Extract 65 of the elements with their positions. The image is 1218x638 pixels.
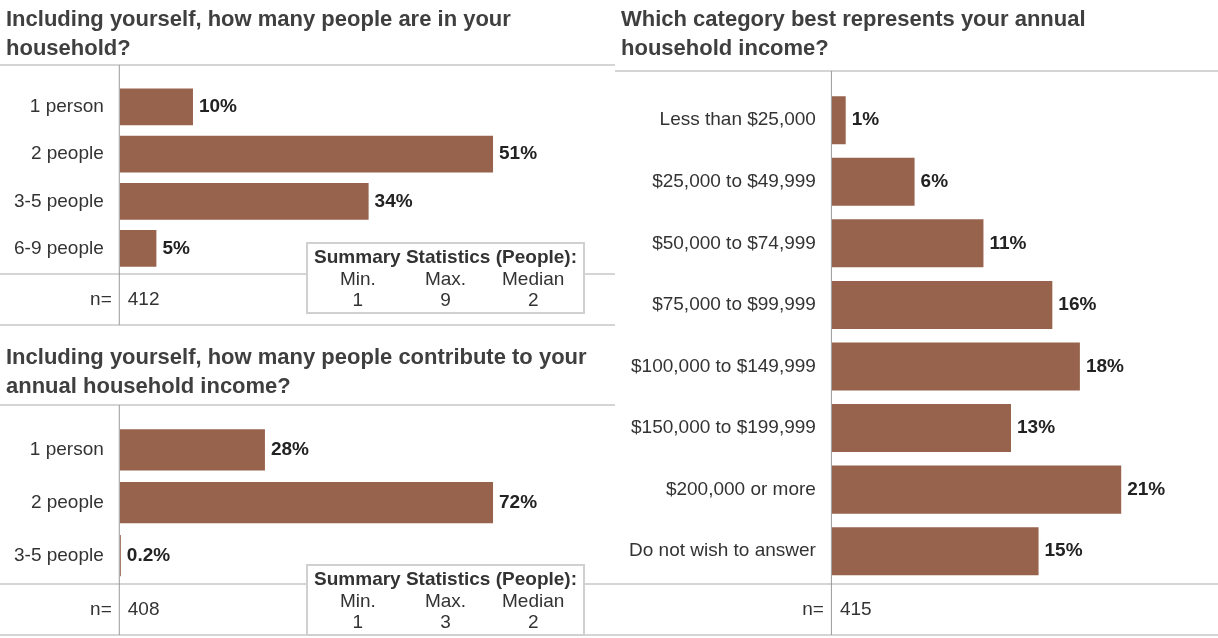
text: Median	[501, 268, 566, 289]
data-label: 0.2%	[126, 543, 171, 565]
chart-title: Including yourself, how many people contribute to your annual household income?	[6, 343, 588, 400]
y-tick-label: 6-9 people	[14, 236, 104, 258]
y-tick-label: $100,000 to $149,999	[631, 354, 816, 376]
y-tick-label: $75,000 to $99,999	[652, 293, 816, 315]
chart-title: Including yourself, how many people are in your household?	[6, 5, 512, 62]
data-label: 72%	[499, 490, 538, 512]
bar	[831, 465, 1122, 514]
data-label: 34%	[374, 189, 413, 211]
data-label: 13%	[1017, 416, 1056, 438]
y-tick-label: 1 person	[29, 438, 104, 460]
data-label: 16%	[1058, 293, 1097, 315]
chart-title: Which category best represents your annual household income?	[621, 5, 1087, 62]
data-label: 28%	[270, 438, 310, 460]
data-label: 18%	[1085, 354, 1125, 376]
bar	[831, 404, 1012, 453]
y-tick-label: 1 person	[29, 95, 104, 117]
bar	[831, 96, 846, 145]
annotation: 415	[839, 598, 872, 620]
bar	[831, 280, 1053, 329]
text: 1	[351, 611, 365, 632]
y-tick-label: $200,000 or more	[665, 477, 816, 499]
data-label: 11%	[989, 231, 1027, 253]
y-tick-label: Do not wish to answer	[629, 539, 817, 561]
data-label: 21%	[1127, 477, 1166, 499]
text: 2	[526, 289, 540, 310]
y-tick-label: 2 people	[30, 142, 104, 164]
data-label: 5%	[162, 236, 190, 258]
annotation: Summary Statistics (People):	[314, 568, 577, 590]
data-label: 51%	[499, 142, 538, 164]
annotation: Summary Statistics (People):	[314, 246, 577, 268]
text: n=	[90, 598, 112, 620]
annotation: Min.	[338, 268, 377, 289]
y-tick-label: 3-5 people	[14, 543, 104, 565]
bar	[831, 157, 915, 206]
text: 9	[439, 289, 452, 310]
y-tick-label: $150,000 to $199,999	[631, 416, 816, 438]
text: 1	[351, 289, 365, 310]
y-tick-label: Less than $25,000	[659, 108, 816, 130]
y-tick-label: 2 people	[30, 490, 104, 512]
text: n=	[90, 288, 112, 310]
bar	[119, 135, 494, 173]
bar	[831, 342, 1080, 391]
annotation: Max.	[423, 268, 468, 289]
y-tick-label: $25,000 to $49,999	[652, 170, 816, 191]
y-tick-label: 3-5 people	[14, 189, 104, 211]
bar	[119, 182, 369, 220]
data-label: 10%	[198, 95, 238, 117]
text: Max.	[423, 590, 468, 611]
text: Min.	[338, 590, 377, 611]
text: Median	[501, 590, 566, 611]
bar	[831, 527, 1039, 576]
data-label: 1%	[851, 108, 880, 130]
bar	[831, 219, 984, 268]
text: n=	[802, 598, 824, 620]
text: 408	[127, 598, 160, 620]
text: 2	[526, 611, 540, 632]
data-label: 15%	[1044, 539, 1083, 561]
bar	[119, 88, 193, 126]
bar	[119, 230, 157, 267]
y-tick-label: $50,000 to $74,999	[652, 231, 816, 253]
data-label: 6%	[920, 170, 949, 191]
text: 412	[127, 288, 160, 310]
text: 3	[439, 611, 452, 632]
